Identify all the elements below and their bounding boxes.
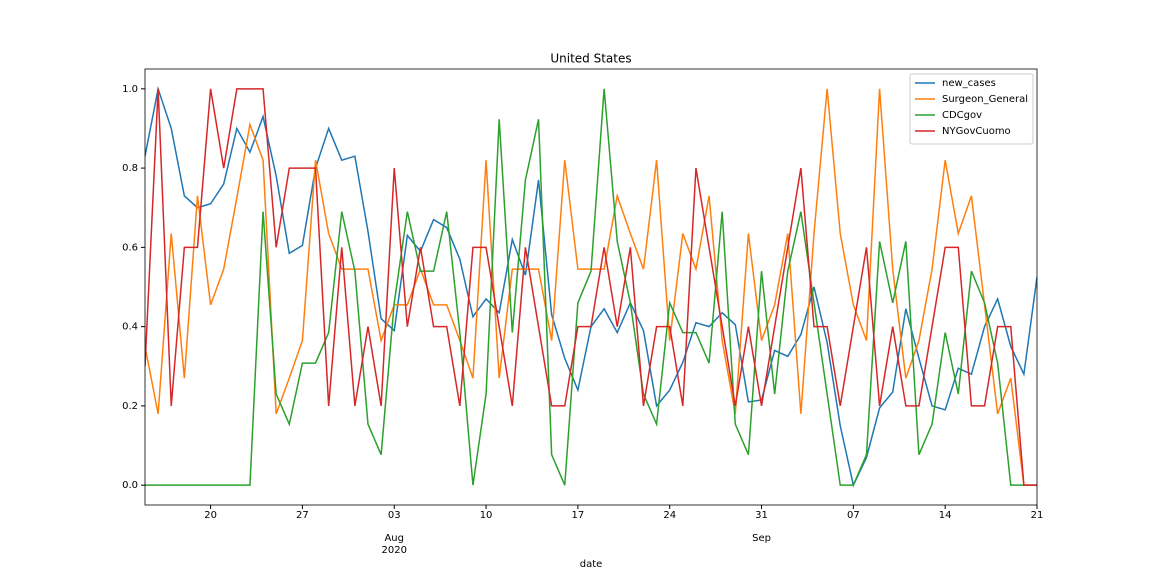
series-line <box>145 88 1037 486</box>
legend-label: CDCgov <box>942 110 982 121</box>
x-tick-label: 03 <box>388 510 401 521</box>
x-tick-label: 14 <box>939 510 952 521</box>
plot-frame <box>144 68 1038 506</box>
x-tick-label: 07 <box>847 510 860 521</box>
y-tick-label: 1.0 <box>122 84 138 95</box>
legend-label: Surgeon_General <box>942 94 1028 105</box>
chart-title: United States <box>550 52 631 66</box>
y-tick-label: 0.4 <box>122 322 138 333</box>
x-month-label: Aug <box>384 533 404 544</box>
series-line <box>145 88 1037 486</box>
x-month-label: Sep <box>752 533 771 544</box>
y-tick-label: 0.2 <box>122 401 138 412</box>
x-tick-label: 20 <box>204 510 217 521</box>
y-tick-label: 0.6 <box>122 242 138 253</box>
x-tick-label: 31 <box>755 510 768 521</box>
x-axis-label: date <box>580 559 603 570</box>
series-line <box>145 88 1037 486</box>
x-tick-label: 17 <box>572 510 585 521</box>
legend-label: new_cases <box>942 78 996 89</box>
series-line <box>145 85 1037 488</box>
y-tick-label: 0.8 <box>122 163 138 174</box>
x-tick-label: 27 <box>296 510 309 521</box>
x-tick-label: 24 <box>663 510 676 521</box>
legend-label: NYGovCuomo <box>942 126 1011 137</box>
y-tick-label: 0.0 <box>122 480 138 491</box>
x-tick-label: 10 <box>480 510 493 521</box>
legend-box <box>909 73 1034 145</box>
x-tick-label: 21 <box>1031 510 1044 521</box>
x-month-label: 2020 <box>382 545 407 556</box>
